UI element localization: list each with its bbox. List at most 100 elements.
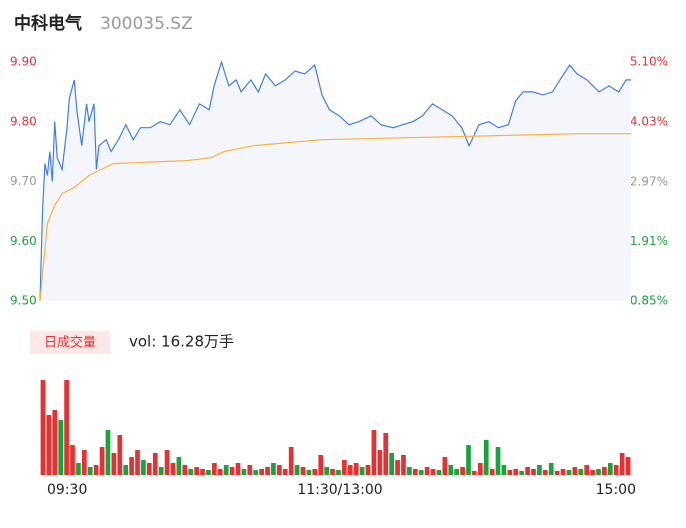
volume-bar xyxy=(625,457,631,475)
volume-bar xyxy=(501,465,507,475)
volume-bar xyxy=(324,467,329,475)
volume-bar xyxy=(135,450,140,475)
y-tick-label: 9.80 xyxy=(10,114,37,128)
volume-bar xyxy=(282,469,288,475)
y2-tick-label: 4.03% xyxy=(630,115,668,129)
volume-bar xyxy=(235,463,241,475)
volume-bar xyxy=(271,463,276,475)
x-tick-label: 15:00 xyxy=(596,482,636,498)
volume-bar xyxy=(241,469,247,475)
volume-bar xyxy=(383,433,389,475)
volume-bar xyxy=(211,463,217,475)
volume-bar xyxy=(182,465,188,475)
volume-bar xyxy=(300,467,306,475)
stock-code: 300035.SZ xyxy=(100,14,193,34)
volume-bar xyxy=(454,469,460,475)
volume-bar xyxy=(607,463,613,475)
volume-bar xyxy=(99,447,105,475)
y-tick-label: 9.50 xyxy=(10,294,37,308)
x-tick-label: 11:30/13:00 xyxy=(297,482,382,498)
y2-tick-label: 0.85% xyxy=(630,294,668,308)
volume-bar xyxy=(253,470,259,475)
volume-bar xyxy=(359,467,365,475)
volume-bar xyxy=(247,465,253,475)
volume-bar xyxy=(123,465,129,475)
volume-bar xyxy=(578,469,584,475)
volume-bar xyxy=(347,465,353,475)
volume-bar xyxy=(306,470,312,475)
volume-bar xyxy=(294,465,300,475)
volume-bar xyxy=(613,465,619,475)
volume-bar xyxy=(146,463,152,475)
volume-bar xyxy=(436,470,442,475)
y-tick-label: 9.60 xyxy=(10,234,37,248)
volume-bar xyxy=(412,469,418,475)
volume-bar xyxy=(483,440,489,475)
price-line xyxy=(39,59,631,302)
volume-bar xyxy=(472,471,477,475)
volume-bar xyxy=(105,430,111,475)
volume-bar xyxy=(395,460,400,475)
volume-bar xyxy=(229,467,235,475)
volume-bar xyxy=(619,453,625,475)
volume-bar xyxy=(448,465,454,475)
volume-bar xyxy=(58,420,64,475)
average-line xyxy=(39,133,631,302)
x-tick-label: 09:30 xyxy=(47,482,87,498)
volume-bar xyxy=(40,380,46,475)
volume-bar xyxy=(152,453,158,475)
volume-bar xyxy=(93,465,99,475)
volume-bar xyxy=(489,469,495,475)
volume-bar xyxy=(602,467,607,475)
volume-bar xyxy=(353,463,359,475)
volume-bar xyxy=(495,447,501,475)
volume-bar xyxy=(52,410,58,475)
volume-bar xyxy=(584,465,590,475)
volume-bar xyxy=(170,463,176,475)
volume-bar xyxy=(129,457,134,475)
y2-tick-label: 1.91% xyxy=(630,234,668,248)
volume-bar xyxy=(206,470,211,475)
volume-bar xyxy=(371,430,377,475)
volume-bar xyxy=(342,460,347,475)
volume-bar xyxy=(81,450,87,475)
volume-bar xyxy=(330,469,335,475)
volume-bar xyxy=(176,457,182,475)
volume-bar xyxy=(418,470,424,475)
volume-bar xyxy=(507,470,513,475)
volume-bar xyxy=(318,455,324,475)
volume-bar xyxy=(554,471,560,475)
volume-bar xyxy=(460,467,465,475)
volume-bar xyxy=(566,470,572,475)
volume-bar xyxy=(141,460,146,475)
volume-badge-bg xyxy=(30,331,110,354)
volume-bar xyxy=(194,467,199,475)
y2-tick-label: 5.10% xyxy=(630,55,668,69)
volume-bar xyxy=(401,455,406,475)
volume-bar xyxy=(525,467,530,475)
volume-bar xyxy=(87,467,93,475)
volume-bar xyxy=(259,469,264,475)
volume-bar xyxy=(537,465,542,475)
volume-bar xyxy=(596,469,601,475)
y-tick-label: 9.70 xyxy=(10,174,37,188)
volume-bar xyxy=(76,463,81,475)
volume-bar xyxy=(46,415,52,475)
volume-bar xyxy=(164,450,170,475)
volume-bar xyxy=(513,469,519,475)
volume-bar xyxy=(312,469,318,475)
volume-bar xyxy=(158,467,164,475)
volume-bar xyxy=(377,450,383,475)
volume-bar xyxy=(466,445,471,475)
volume-bar xyxy=(336,470,341,475)
volume-bar xyxy=(389,453,394,475)
volume-bar xyxy=(424,467,430,475)
volume-bar xyxy=(70,445,75,475)
volume-bar xyxy=(407,467,412,475)
volume-bar xyxy=(111,453,117,475)
volume-bar xyxy=(477,463,483,475)
volume-label: vol: 16.28万手 xyxy=(129,333,234,351)
volume-bar xyxy=(288,447,294,475)
volume-bar xyxy=(200,469,205,475)
volume-bar xyxy=(430,469,436,475)
